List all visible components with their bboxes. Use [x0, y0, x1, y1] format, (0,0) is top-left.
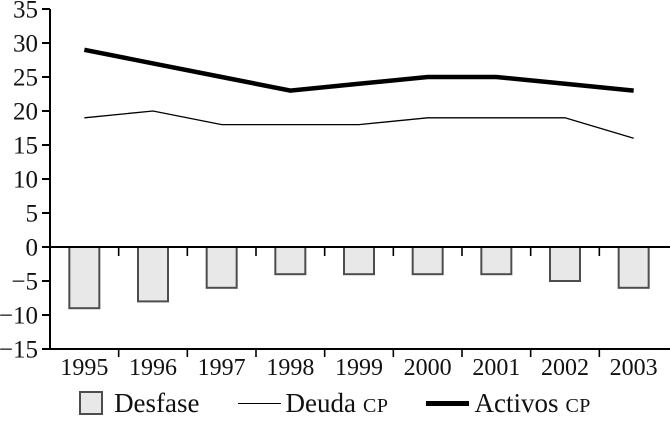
legend-item-activos: Activos CP	[426, 387, 591, 418]
legend-label-deuda-suffix: CP	[363, 394, 389, 417]
legend-item-desfase: Desfase	[79, 387, 200, 418]
y-tick-label: 25	[13, 65, 38, 92]
bar-2003	[617, 246, 650, 289]
x-tick-label: 1998	[266, 355, 314, 380]
y-tick-label: 20	[13, 99, 38, 126]
x-tick-label: 1999	[335, 355, 383, 380]
activos-line-swatch-icon	[426, 400, 470, 406]
bar-1998	[274, 246, 307, 276]
y-tick-label: 30	[13, 31, 38, 58]
deuda-line-swatch-icon	[237, 402, 281, 404]
bar-1997	[205, 246, 238, 289]
y-tick-label: 10	[13, 167, 38, 194]
y-tick-label: 35	[13, 0, 38, 24]
legend-label-activos: Activos CP	[474, 387, 591, 418]
bar-1996	[137, 246, 169, 303]
bar-2001	[480, 246, 513, 276]
y-tick-label: −15	[0, 337, 38, 364]
y-tick-label: 0	[26, 235, 39, 262]
legend-label-activos-suffix: CP	[565, 394, 591, 417]
x-tick-label: 2002	[541, 355, 589, 380]
y-tick-label: 5	[26, 201, 39, 228]
line-activos-cp	[83, 47, 634, 93]
legend-label-activos-text: Activos	[474, 387, 559, 418]
y-tick-label: 15	[13, 133, 38, 160]
legend-label-desfase: Desfase	[114, 387, 200, 418]
x-tick-label: 2001	[472, 355, 520, 380]
bar-1999	[343, 246, 375, 276]
bar-2000	[411, 246, 444, 276]
x-tick-label: 2000	[404, 355, 452, 380]
x-tick-label: 1996	[129, 355, 177, 380]
x-tick-label: 2003	[610, 355, 658, 380]
y-tick-label: −5	[11, 269, 38, 296]
legend-label-deuda-text: Deuda	[285, 387, 356, 418]
bar-1995	[68, 246, 101, 310]
bar-2002	[549, 246, 581, 282]
legend-item-deuda: Deuda CP	[237, 387, 389, 418]
x-tick-label: 1997	[198, 355, 246, 380]
line-deuda-cp	[84, 110, 634, 139]
chart-canvas: 35 30 25 20 15 10 5 0 −5 −10 −15 1995 1996 1997 1998 19…	[0, 0, 670, 380]
legend-label-desfase-text: Desfase	[114, 387, 200, 418]
x-tick-label: 1995	[60, 355, 108, 380]
y-tick-label: −10	[0, 303, 38, 330]
desfase-bar-swatch-icon	[79, 391, 104, 415]
legend-label-deuda: Deuda CP	[285, 387, 389, 418]
chart-legend: Desfase Deuda CP Activos CP	[0, 382, 670, 424]
